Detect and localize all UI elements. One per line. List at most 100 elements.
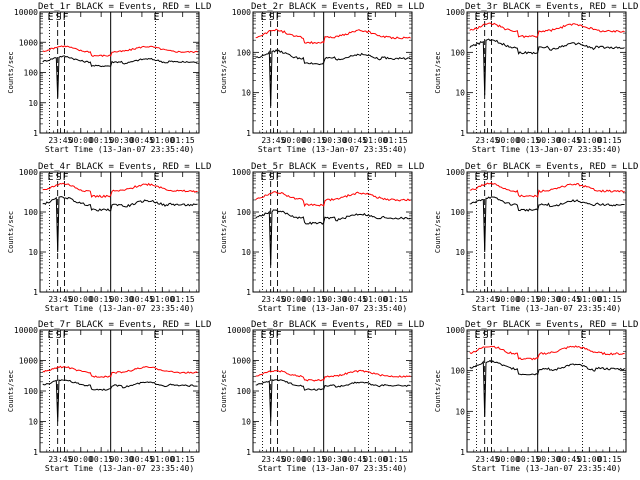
- y-tick-label: 100: [451, 208, 466, 217]
- x-tick-label: 00:45: [343, 295, 367, 304]
- y-tick-label: 1: [33, 448, 38, 457]
- x-tick-label: 01:15: [171, 455, 195, 464]
- x-tick-label: 23:45: [48, 136, 72, 145]
- x-tick-label: 01:00: [363, 295, 387, 304]
- series-lld-line: [42, 45, 198, 57]
- x-tick-label: 01:00: [363, 136, 387, 145]
- series-lld-line: [469, 182, 625, 198]
- y-tick-label: 1000: [19, 357, 38, 366]
- marker-label: S: [269, 172, 275, 183]
- x-tick-label: 01:00: [577, 136, 601, 145]
- x-tick-label: 01:15: [598, 455, 622, 464]
- marker-label: F: [275, 12, 281, 23]
- x-tick-label: 00:45: [130, 455, 154, 464]
- marker-label: E: [154, 12, 160, 23]
- x-tick-label: 23:45: [261, 295, 285, 304]
- x-tick-label: 00:00: [69, 455, 93, 464]
- y-axis-label: Counts/sec: [7, 370, 15, 412]
- series-lld-line: [42, 365, 198, 378]
- y-axis-label: Counts/sec: [7, 211, 15, 253]
- x-tick-label: 00:00: [69, 136, 93, 145]
- marker-label: E: [48, 12, 54, 23]
- marker-label: E: [154, 330, 160, 341]
- y-tick-label: 10: [28, 418, 38, 427]
- x-tick-label: 00:45: [557, 136, 581, 145]
- x-tick-label: 01:15: [384, 136, 408, 145]
- series-events-line: [255, 379, 411, 422]
- marker-label: E: [367, 172, 373, 183]
- marker-label: E: [367, 330, 373, 341]
- y-tick-label: 100: [24, 69, 39, 78]
- marker-label: F: [62, 12, 68, 23]
- x-tick-label: 00:15: [89, 295, 113, 304]
- y-axis-label: Counts/sec: [220, 370, 228, 412]
- plot-frame: [466, 171, 627, 293]
- x-tick-label: 00:30: [322, 455, 346, 464]
- x-tick-label: 00:00: [282, 295, 306, 304]
- x-tick-label: 23:45: [261, 455, 285, 464]
- y-tick-label: 10: [455, 248, 465, 257]
- x-tick-label: 00:00: [496, 295, 520, 304]
- x-tick-label: 00:00: [282, 136, 306, 145]
- y-axis-label: Counts/sec: [434, 51, 442, 93]
- y-axis-label: Counts/sec: [7, 51, 15, 93]
- chart-panel-6: Det_6r BLACK = Events, RED = LLD 1 10 100 10…: [434, 162, 638, 313]
- x-tick-label: 00:30: [536, 295, 560, 304]
- y-tick-label: 100: [237, 48, 252, 57]
- panel-title: Det_2r BLACK = Events, RED = LLD: [251, 2, 424, 12]
- y-tick-label: 10: [241, 89, 251, 98]
- y-axis-label: Counts/sec: [434, 211, 442, 253]
- y-tick-label: 100: [451, 48, 466, 57]
- x-tick-label: 00:15: [89, 136, 113, 145]
- x-tick-label: 00:45: [343, 136, 367, 145]
- y-tick-label: 10000: [14, 8, 38, 17]
- y-axis-label: Counts/sec: [220, 211, 228, 253]
- series-events-line: [42, 55, 198, 98]
- x-tick-label: 00:15: [89, 455, 113, 464]
- y-tick-label: 100: [24, 208, 39, 217]
- chart-panel-1: Det_1r BLACK = Events, RED = LLD 1 10 100 10…: [7, 2, 211, 154]
- marker-label: S: [483, 12, 489, 23]
- chart-panel-3: Det_3r BLACK = Events, RED = LLD 1 10 100 10…: [434, 2, 638, 154]
- series-events-line: [469, 196, 625, 253]
- y-tick-label: 1000: [446, 168, 465, 177]
- marker-label: F: [62, 172, 68, 183]
- series-lld-line: [42, 182, 198, 198]
- x-tick-label: 00:15: [516, 295, 540, 304]
- x-tick-label: 00:15: [302, 455, 326, 464]
- y-tick-label: 1: [246, 129, 251, 138]
- chart-panel-5: Det_5r BLACK = Events, RED = LLD 1 10 100 10…: [220, 162, 424, 313]
- y-tick-label: 10000: [14, 326, 38, 335]
- x-tick-label: 23:45: [475, 455, 499, 464]
- x-tick-label: 01:15: [171, 295, 195, 304]
- y-tick-label: 1: [246, 448, 251, 457]
- x-tick-label: 01:00: [577, 295, 601, 304]
- x-tick-label: 01:00: [150, 295, 174, 304]
- y-tick-label: 1000: [232, 357, 251, 366]
- x-tick-label: 01:15: [598, 295, 622, 304]
- panel-title: Det_3r BLACK = Events, RED = LLD: [465, 2, 638, 12]
- y-tick-label: 1: [460, 448, 465, 457]
- x-tick-label: 00:15: [302, 136, 326, 145]
- y-tick-label: 1: [246, 288, 251, 297]
- panel-title: Det_6r BLACK = Events, RED = LLD: [465, 162, 638, 172]
- marker-label: S: [483, 172, 489, 183]
- chart-panel-7: Det_7r BLACK = Events, RED = LLD 1 10 100 10…: [7, 320, 211, 473]
- marker-label: E: [581, 12, 587, 23]
- marker-label: F: [62, 330, 68, 341]
- series-lld-line: [469, 22, 625, 39]
- x-tick-label: 23:45: [475, 295, 499, 304]
- marker-label: F: [275, 330, 281, 341]
- x-axis-label: Start Time (13-Jan-07 23:35:40): [258, 145, 407, 154]
- series-events-line: [42, 196, 198, 253]
- x-tick-label: 23:45: [475, 136, 499, 145]
- x-tick-label: 01:15: [384, 295, 408, 304]
- x-tick-label: 00:45: [557, 295, 581, 304]
- y-tick-label: 10: [28, 248, 38, 257]
- x-tick-label: 00:30: [536, 455, 560, 464]
- panel-title: Det_1r BLACK = Events, RED = LLD: [38, 2, 211, 12]
- y-tick-label: 10: [241, 418, 251, 427]
- x-tick-label: 00:15: [516, 455, 540, 464]
- marker-label: S: [269, 330, 275, 341]
- series-events-line: [469, 38, 625, 96]
